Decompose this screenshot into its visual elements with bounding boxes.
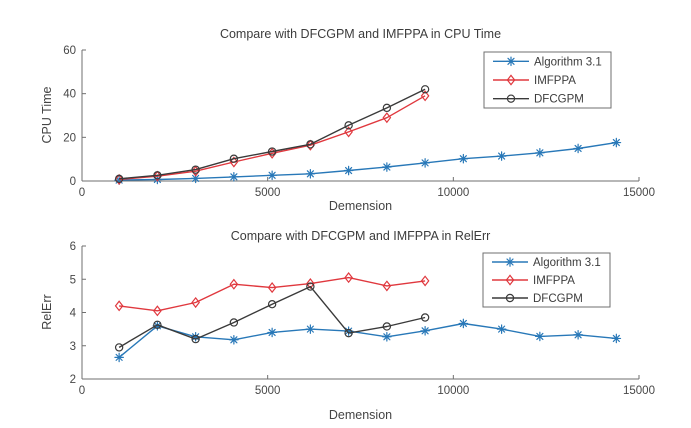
legend-entry-label: IMFPPA (534, 75, 576, 87)
legend-entry-imfppa: IMFPPA (492, 274, 575, 287)
relerr-chart-series-algorithm-3-1 (114, 318, 622, 363)
relerr-chart-y-tick-label: 4 (70, 308, 77, 320)
relerr-x-axis-label: Demension (328, 408, 393, 422)
cpu-time-chart-y-tick-label: 40 (63, 89, 76, 101)
cpu-time-chart-x-tick-label: 0 (79, 187, 85, 199)
relerr-chart-series-imfppa (114, 272, 430, 317)
legend-entry-label: DFCGPM (534, 94, 584, 106)
cpu-time-y-axis-label: CPU Time (40, 86, 54, 144)
cpu-time-chart-y-tick-label: 60 (63, 45, 76, 57)
relerr-chart-series-dfcgpm (114, 282, 430, 352)
legend-entry-dfcgpm: DFCGPM (493, 94, 584, 106)
relerr-chart-y-tick-label: 6 (70, 241, 76, 253)
legend-entry-dfcgpm: DFCGPM (492, 293, 583, 305)
cpu-time-chart-series-dfcgpm (114, 85, 430, 184)
legend-entry-label: DFCGPM (533, 293, 583, 305)
relerr-chart-axes: 0 5000 10000 15000 2 3 4 5 6 (70, 241, 655, 397)
legend-entry-imfppa: IMFPPA (493, 74, 576, 87)
cpu-time-chart-legend: Algorithm 3.1 IMFPPA DFCGPM (483, 51, 612, 109)
relerr-y-axis-label: RelErr (40, 294, 54, 330)
legend-entry-label: Algorithm 3.1 (534, 56, 602, 68)
relerr-chart-x-tick-label: 5000 (255, 385, 281, 397)
relerr-chart-title: Compare with DFCGPM and IMFPPA in RelErr (230, 229, 491, 243)
relerr-chart-y-tick-label: 3 (70, 341, 76, 353)
legend-entry-algorithm-3-1: Algorithm 3.1 (493, 56, 602, 68)
cpu-time-chart: 0 5000 10000 15000 0 20 40 60 Algorithm 3.1 IMFPP… (63, 45, 655, 199)
cpu-time-chart-x-tick-label: 15000 (623, 187, 655, 199)
relerr-chart-x-tick-label: 15000 (623, 385, 655, 397)
cpu-time-chart-axes: 0 5000 10000 15000 0 20 40 60 (63, 45, 655, 199)
cpu-time-chart-y-tick-label: 0 (70, 176, 76, 188)
cpu-time-chart-y-tick-label: 20 (63, 132, 76, 144)
cpu-time-chart-series-imfppa (114, 90, 430, 186)
cpu-time-chart-series-algorithm-3-1 (114, 137, 622, 185)
relerr-chart-x-tick-label: 10000 (437, 385, 469, 397)
relerr-chart-x-tick-label: 0 (79, 385, 85, 397)
legend-entry-algorithm-3-1: Algorithm 3.1 (492, 257, 601, 269)
legend-entry-label: IMFPPA (533, 275, 575, 287)
relerr-chart: 0 5000 10000 15000 2 3 4 5 6 Algorithm 3.1 IMFPPA D… (70, 241, 655, 397)
relerr-chart-legend: Algorithm 3.1 IMFPPA DFCGPM (482, 252, 611, 308)
cpu-time-chart-title: Compare with DFCGPM and IMFPPA in CPU Ti… (219, 27, 502, 41)
cpu-time-x-axis-label: Demension (328, 199, 393, 213)
relerr-chart-y-tick-label: 5 (70, 274, 76, 286)
cpu-time-chart-x-tick-label: 10000 (437, 187, 469, 199)
legend-entry-label: Algorithm 3.1 (533, 257, 601, 269)
relerr-chart-y-tick-label: 2 (70, 374, 76, 386)
cpu-time-chart-x-tick-label: 5000 (255, 187, 281, 199)
